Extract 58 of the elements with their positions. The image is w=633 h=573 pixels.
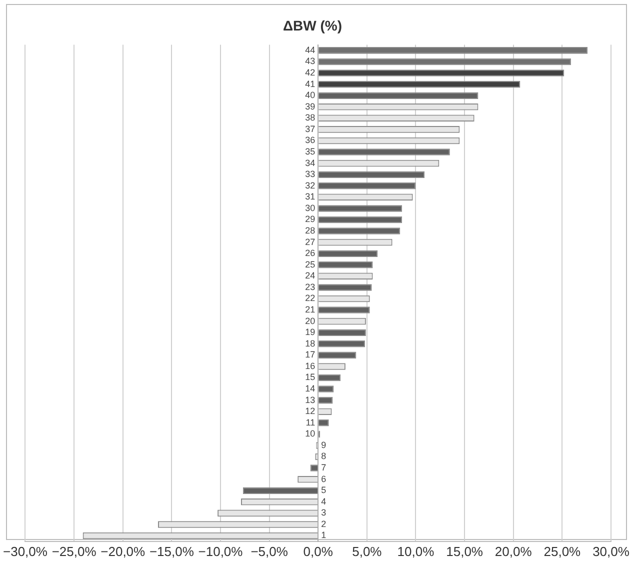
x-tick-label: 20,0% bbox=[494, 544, 532, 559]
x-tick-label: −10,0% bbox=[198, 544, 244, 559]
y-tick-label: 19 bbox=[305, 327, 316, 338]
x-tick-label: 30,0% bbox=[592, 544, 630, 559]
y-tick-label: 7 bbox=[321, 462, 326, 473]
y-tick-label: 32 bbox=[305, 180, 316, 190]
x-tick-label: 15,0% bbox=[446, 544, 484, 559]
x-tick-label: 10,0% bbox=[397, 544, 435, 559]
y-tick-label: 8 bbox=[321, 451, 326, 462]
y-tick-label: 26 bbox=[305, 248, 316, 258]
y-tick-label: 39 bbox=[305, 101, 316, 112]
x-tick-label: −30,0% bbox=[3, 544, 48, 559]
y-tick-label: 34 bbox=[305, 158, 316, 168]
y-tick-label: 22 bbox=[305, 293, 316, 304]
y-tick-label: 37 bbox=[305, 124, 316, 134]
y-tick-label: 44 bbox=[305, 44, 316, 55]
y-tick-label: 18 bbox=[305, 338, 316, 348]
y-tick-label: 43 bbox=[305, 56, 316, 66]
x-tick-label: 0,0% bbox=[303, 544, 334, 559]
x-tick-label: −15,0% bbox=[149, 544, 194, 559]
y-tick-label: 30 bbox=[305, 202, 316, 213]
y-tick-label: 6 bbox=[321, 474, 326, 484]
y-tick-label: 4 bbox=[321, 496, 326, 506]
x-tick-label: 5,0% bbox=[352, 544, 382, 559]
y-tick-label: 24 bbox=[305, 270, 316, 281]
y-tick-label: 20 bbox=[305, 316, 316, 326]
y-tick-label: 1 bbox=[321, 530, 326, 540]
y-tick-label: 36 bbox=[305, 135, 316, 146]
y-tick-label: 21 bbox=[305, 304, 316, 315]
y-tick-label: 28 bbox=[305, 226, 316, 236]
y-tick-label: 41 bbox=[305, 78, 316, 89]
y-tick-label: 5 bbox=[321, 485, 326, 496]
y-tick-label: 29 bbox=[305, 214, 316, 224]
chart-title: ΔBW (%) bbox=[282, 17, 342, 34]
y-tick-label: 38 bbox=[305, 112, 316, 123]
y-tick-label: 33 bbox=[305, 169, 316, 180]
y-tick-label: 15 bbox=[305, 372, 316, 382]
y-tick-label: 23 bbox=[305, 282, 316, 292]
y-tick-label: 17 bbox=[305, 350, 316, 360]
y-tick-label: 2 bbox=[321, 518, 326, 529]
y-tick-label: 16 bbox=[305, 360, 316, 371]
x-tick-label: −25,0% bbox=[52, 544, 97, 559]
x-tick-label: −5,0% bbox=[250, 544, 288, 559]
y-tick-label: 13 bbox=[305, 394, 316, 405]
y-tick-label: 31 bbox=[305, 192, 316, 202]
y-tick-label: 3 bbox=[321, 508, 326, 518]
y-tick-label: 27 bbox=[305, 236, 316, 247]
x-tick-label: 25,0% bbox=[544, 544, 582, 559]
y-tick-label: 35 bbox=[305, 146, 316, 157]
y-tick-label: 14 bbox=[305, 384, 316, 394]
y-tick-label: 42 bbox=[305, 68, 316, 78]
y-tick-label: 12 bbox=[305, 406, 316, 416]
y-tick-label: 10 bbox=[305, 428, 316, 439]
y-tick-label: 25 bbox=[305, 259, 316, 270]
y-tick-label: 9 bbox=[321, 440, 326, 450]
y-tick-label: 40 bbox=[305, 90, 316, 100]
x-tick-label: −20,0% bbox=[100, 544, 146, 559]
y-tick-label: 11 bbox=[306, 417, 316, 428]
